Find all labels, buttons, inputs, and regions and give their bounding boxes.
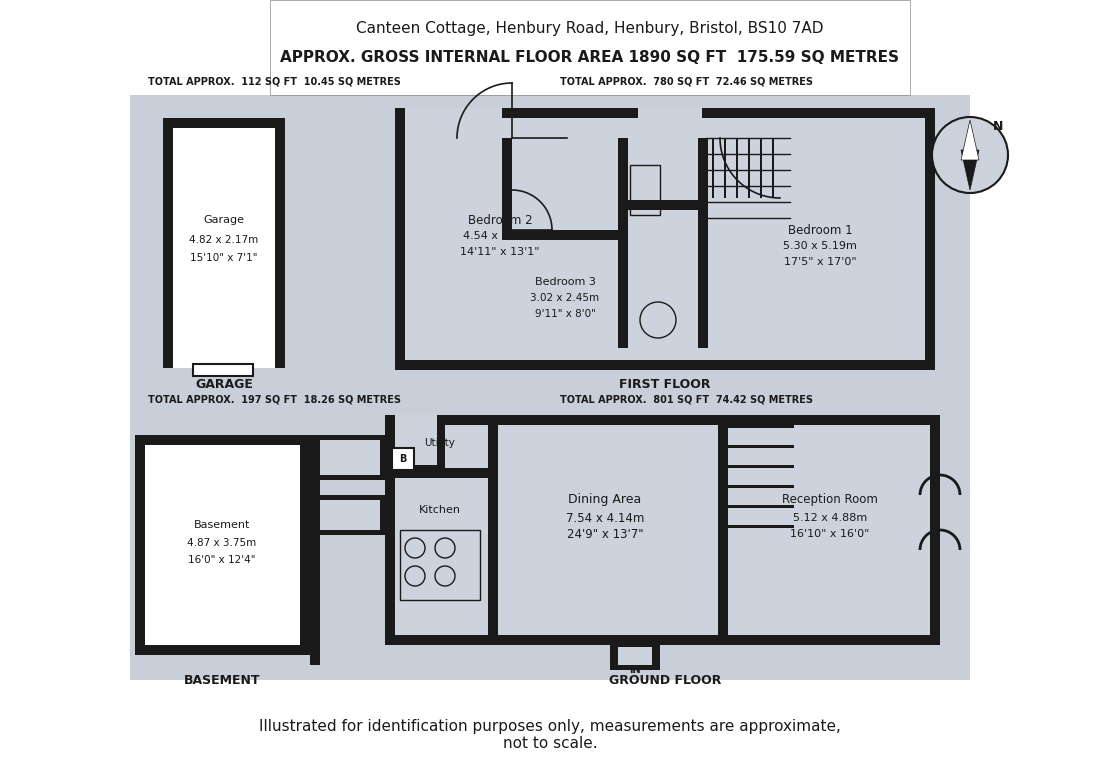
Bar <box>173 358 275 368</box>
Text: 4.87 x 3.75m: 4.87 x 3.75m <box>187 538 256 548</box>
Text: Bedroom 3: Bedroom 3 <box>535 277 595 287</box>
Bar <box>618 138 628 348</box>
Text: 5.30 x 5.19m: 5.30 x 5.19m <box>783 241 857 251</box>
Text: Canteen Cottage, Henbury Road, Henbury, Bristol, BS10 7AD: Canteen Cottage, Henbury Road, Henbury, … <box>356 20 824 36</box>
Bar <box>726 485 794 488</box>
Bar <box>700 138 702 198</box>
Bar <box>726 525 794 528</box>
Bar <box>163 118 285 368</box>
Bar <box>395 425 930 635</box>
Bar <box>270 0 910 95</box>
Bar <box>395 108 510 138</box>
Circle shape <box>932 117 1008 193</box>
Bar <box>726 505 794 508</box>
Text: TOTAL APPROX.  197 SQ FT  18.26 SQ METRES: TOTAL APPROX. 197 SQ FT 18.26 SQ METRES <box>148 395 402 405</box>
Bar <box>318 440 380 475</box>
Text: N: N <box>993 120 1003 134</box>
Bar <box>510 230 628 240</box>
Text: Bedroom 1: Bedroom 1 <box>788 224 853 236</box>
Bar <box>395 108 935 370</box>
Bar <box>192 364 253 376</box>
Bar <box>270 0 910 95</box>
Bar <box>310 435 320 665</box>
Text: BASEMENT: BASEMENT <box>184 674 261 687</box>
Text: 14'11" x 13'1": 14'11" x 13'1" <box>460 247 540 257</box>
Text: TOTAL APPROX.  801 SQ FT  74.42 SQ METRES: TOTAL APPROX. 801 SQ FT 74.42 SQ METRES <box>560 395 813 405</box>
Text: 24'9" x 13'7": 24'9" x 13'7" <box>566 528 644 541</box>
Bar <box>135 435 310 655</box>
Bar <box>630 108 710 133</box>
Text: 15'10" x 7'1": 15'10" x 7'1" <box>190 253 257 263</box>
Text: IN: IN <box>629 665 641 675</box>
Bar <box>145 445 300 645</box>
Text: 17'5" x 17'0": 17'5" x 17'0" <box>783 257 856 267</box>
Text: 9'11" x 8'0": 9'11" x 8'0" <box>535 309 595 319</box>
Bar <box>726 445 794 448</box>
Bar <box>630 165 660 215</box>
Bar <box>726 465 794 468</box>
Bar <box>638 108 702 123</box>
Text: morgan: morgan <box>594 455 906 524</box>
Bar <box>310 495 385 535</box>
Bar <box>405 118 925 360</box>
Text: GARAGE: GARAGE <box>195 378 253 392</box>
Text: TOTAL APPROX.  112 SQ FT  10.45 SQ METRES: TOTAL APPROX. 112 SQ FT 10.45 SQ METRES <box>148 77 400 87</box>
Polygon shape <box>961 120 979 160</box>
Bar <box>400 530 480 600</box>
Text: hollis: hollis <box>600 287 801 353</box>
Text: 16'10" x 16'0": 16'10" x 16'0" <box>790 529 870 539</box>
Text: Kitchen: Kitchen <box>419 505 461 515</box>
Text: Bedroom 2: Bedroom 2 <box>468 214 532 227</box>
Bar <box>718 425 728 635</box>
Bar <box>618 647 652 665</box>
Polygon shape <box>961 150 979 190</box>
Bar <box>724 138 726 198</box>
Text: B: B <box>399 454 407 464</box>
Text: 4.54 x 4.00m: 4.54 x 4.00m <box>463 231 537 241</box>
Text: 5.12 x 4.88m: 5.12 x 4.88m <box>793 513 867 523</box>
Bar <box>395 468 490 478</box>
Bar <box>712 138 714 198</box>
Bar <box>748 138 750 198</box>
Bar <box>698 138 708 348</box>
Text: 7.54 x 4.14m: 7.54 x 4.14m <box>565 511 645 524</box>
Text: APPROX. GROSS INTERNAL FLOOR AREA 1890 SQ FT  175.59 SQ METRES: APPROX. GROSS INTERNAL FLOOR AREA 1890 S… <box>280 51 900 65</box>
Bar <box>392 448 414 470</box>
Bar <box>310 435 385 480</box>
Bar <box>385 415 940 645</box>
Bar <box>488 425 498 635</box>
Bar <box>736 138 738 198</box>
Text: 4.82 x 2.17m: 4.82 x 2.17m <box>189 235 258 245</box>
Text: Reception Room: Reception Room <box>782 493 878 507</box>
Bar <box>726 425 794 428</box>
Bar <box>395 415 437 465</box>
Text: FIRST FLOOR: FIRST FLOOR <box>619 378 711 392</box>
Bar <box>760 138 762 198</box>
Bar <box>772 138 774 198</box>
Text: GROUND FLOOR: GROUND FLOOR <box>608 674 722 687</box>
Bar <box>385 415 446 475</box>
Text: Garage: Garage <box>204 215 244 225</box>
Text: Utility: Utility <box>425 438 455 448</box>
Bar <box>405 108 502 128</box>
Bar <box>173 128 275 358</box>
Text: Dining Area: Dining Area <box>569 493 641 507</box>
Text: Basement: Basement <box>194 520 250 530</box>
Bar <box>628 200 708 210</box>
Bar <box>502 138 512 240</box>
Bar <box>610 645 660 670</box>
Text: 3.02 x 2.45m: 3.02 x 2.45m <box>530 293 600 303</box>
Text: 16'0" x 12'4": 16'0" x 12'4" <box>188 555 255 565</box>
Bar <box>318 500 380 530</box>
Bar <box>130 95 970 680</box>
Text: Illustrated for identification purposes only, measurements are approximate,
not : Illustrated for identification purposes … <box>260 719 840 751</box>
Text: TOTAL APPROX.  780 SQ FT  72.46 SQ METRES: TOTAL APPROX. 780 SQ FT 72.46 SQ METRES <box>560 77 813 87</box>
